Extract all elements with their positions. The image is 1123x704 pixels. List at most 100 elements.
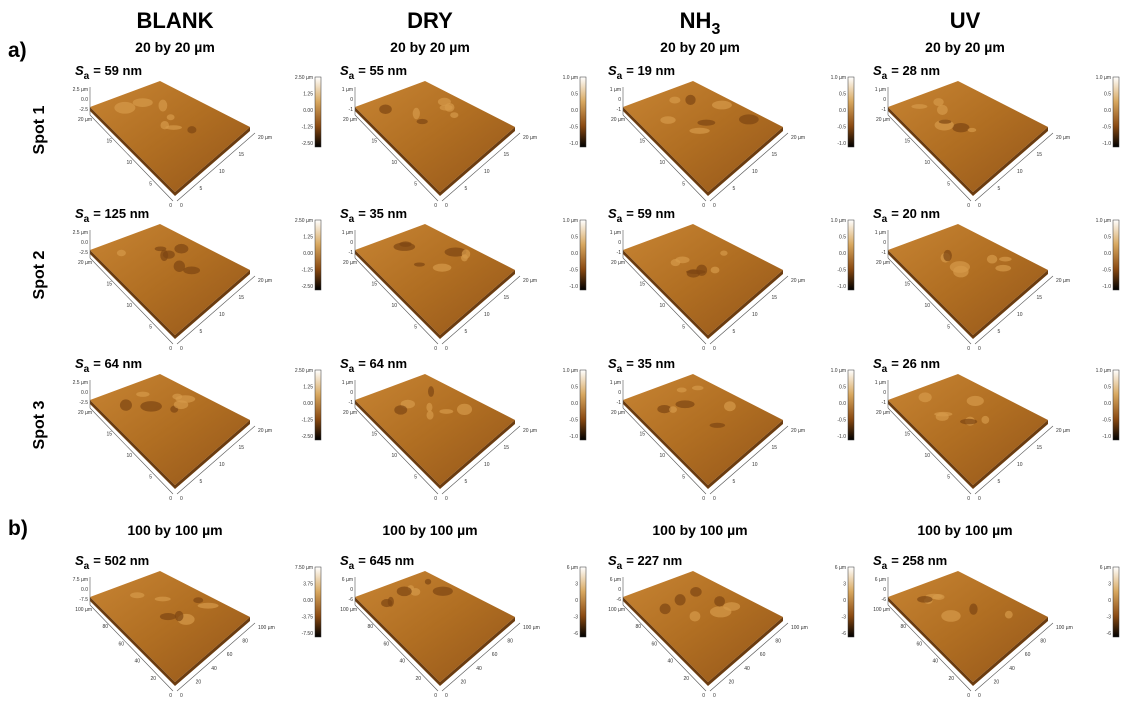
z-tick-label: 0 [883,97,886,103]
surface-feature [440,105,453,111]
axis-tick-label: 80 [900,624,906,630]
sa-symbol: S [608,356,617,371]
axis-tick-label: 15 [1037,295,1043,301]
sa-value: = 227 nm [626,553,682,568]
afm-panel: 002020404060608080100 µm100 µm6 µm0-6Sa=… [340,553,586,699]
surface-feature [669,406,677,413]
colorbar-tick-label: -2.50 [302,284,314,290]
colorbar [580,77,586,147]
axis-tick-label: 80 [367,624,373,630]
axis-tick-label: 20 µm [876,260,890,266]
axis-tick-label: 40 [476,666,482,672]
sa-value: = 55 nm [358,63,407,78]
colorbar-tick-label: 1.0 µm [563,368,578,374]
afm-surface [623,224,783,335]
roughness-label: Sa= 258 nm [873,553,947,572]
axis-tick-label: 15 [639,432,645,438]
axis-tick-label: 5 [733,479,736,485]
axis-tick-label: 20 µm [1056,135,1070,141]
axis-tick-label: 10 [752,312,758,318]
z-tick-label: 1 µm [610,380,621,386]
surface-feature [660,604,671,615]
axis-tick-label: 0 [180,346,183,352]
surface-feature [669,97,680,104]
scan-size: 100 by 100 µm [127,522,222,538]
sa-subscript: a [349,71,355,82]
afm-panel: 00551010151520 µm20 µm1 µm0-1Sa= 35 nm1.… [608,356,854,502]
afm-surface [888,81,1048,192]
surface-feature [438,98,451,106]
axis-tick-label: 15 [371,432,377,438]
afm-panel: 00551010151520 µm20 µm1 µm0-1Sa= 59 nm1.… [608,206,854,352]
afm-surface [888,374,1048,485]
axis-tick-label: 20 µm [876,117,890,123]
surface-feature [675,594,686,605]
surface-feature [414,262,425,266]
axis-tick-label: 100 µm [608,607,625,613]
surface-feature [723,602,740,611]
surface-feature [690,587,702,597]
row-label: Spot 3 [31,400,48,449]
sa-value: = 35 nm [626,356,675,371]
z-tick-label: 1 µm [875,230,886,236]
colorbar-tick-label: 1.0 µm [563,75,578,81]
axis-tick-label: 5 [149,182,152,188]
axis-tick-label: 10 [126,303,132,309]
axis-tick-label: 10 [391,160,397,166]
axis-tick-label: 5 [682,325,685,331]
surface-feature [919,392,932,402]
axis-tick-label: 0 [434,203,437,209]
axis-tick-label: 10 [484,312,490,318]
colorbar-tick-label: 0.5 [839,235,846,241]
axis-tick-label: 20 µm [611,410,625,416]
afm-surface [888,224,1048,335]
afm-panel: 00551010151520 µm20 µm1 µm0-1Sa= 28 nm1.… [873,63,1119,209]
scan-size: 20 by 20 µm [660,39,740,55]
sa-value: = 502 nm [93,553,149,568]
axis-tick-label: 10 [126,453,132,459]
colorbar-tick-label: 0 [843,598,846,604]
colorbar-tick-label: -6 [842,631,847,637]
axis-tick-label: 10 [924,303,930,309]
column-header: DRY [407,8,453,33]
afm-surface [888,571,1048,682]
surface-feature [175,611,184,621]
sa-subscript: a [349,364,355,375]
surface-feature [114,102,135,114]
axis-tick-label: 0 [445,203,448,209]
axis-tick-label: 10 [752,462,758,468]
surface-feature [981,416,989,424]
axis-tick-label: 0 [169,496,172,502]
sa-value: = 59 nm [93,63,142,78]
axis-tick-label: 5 [200,186,203,192]
axis-tick-label: 40 [744,666,750,672]
surface-feature [155,597,171,602]
sa-value: = 19 nm [626,63,675,78]
sa-symbol: S [340,356,349,371]
colorbar-tick-label: 0.0 [839,251,846,257]
axis-tick-label: 20 µm [523,428,537,434]
colorbar-tick-label: 0.5 [839,385,846,391]
z-tick-label: 0 [350,390,353,396]
axis-tick-label: 10 [659,160,665,166]
colorbar-tick-label: 1.0 µm [831,75,846,81]
axis-tick-label: 15 [371,139,377,145]
surface-feature [117,250,126,256]
colorbar-tick-label: 0.0 [571,108,578,114]
surface-feature [995,265,1011,272]
axis-tick-label: 60 [916,641,922,647]
surface-feature [671,259,681,266]
sa-symbol: S [873,356,882,371]
surface-feature [160,613,176,620]
z-tick-label: 0.0 [81,240,88,246]
colorbar-tick-label: 6 µm [1100,565,1111,571]
axis-tick-label: 0 [702,496,705,502]
colorbar-tick-label: 1.0 µm [831,368,846,374]
axis-tick-label: 15 [371,282,377,288]
sa-subscript: a [84,214,90,225]
surface-feature [660,116,675,124]
sa-subscript: a [84,71,90,82]
colorbar-tick-label: 0.00 [303,251,313,257]
colorbar-tick-label: 0.00 [303,598,313,604]
